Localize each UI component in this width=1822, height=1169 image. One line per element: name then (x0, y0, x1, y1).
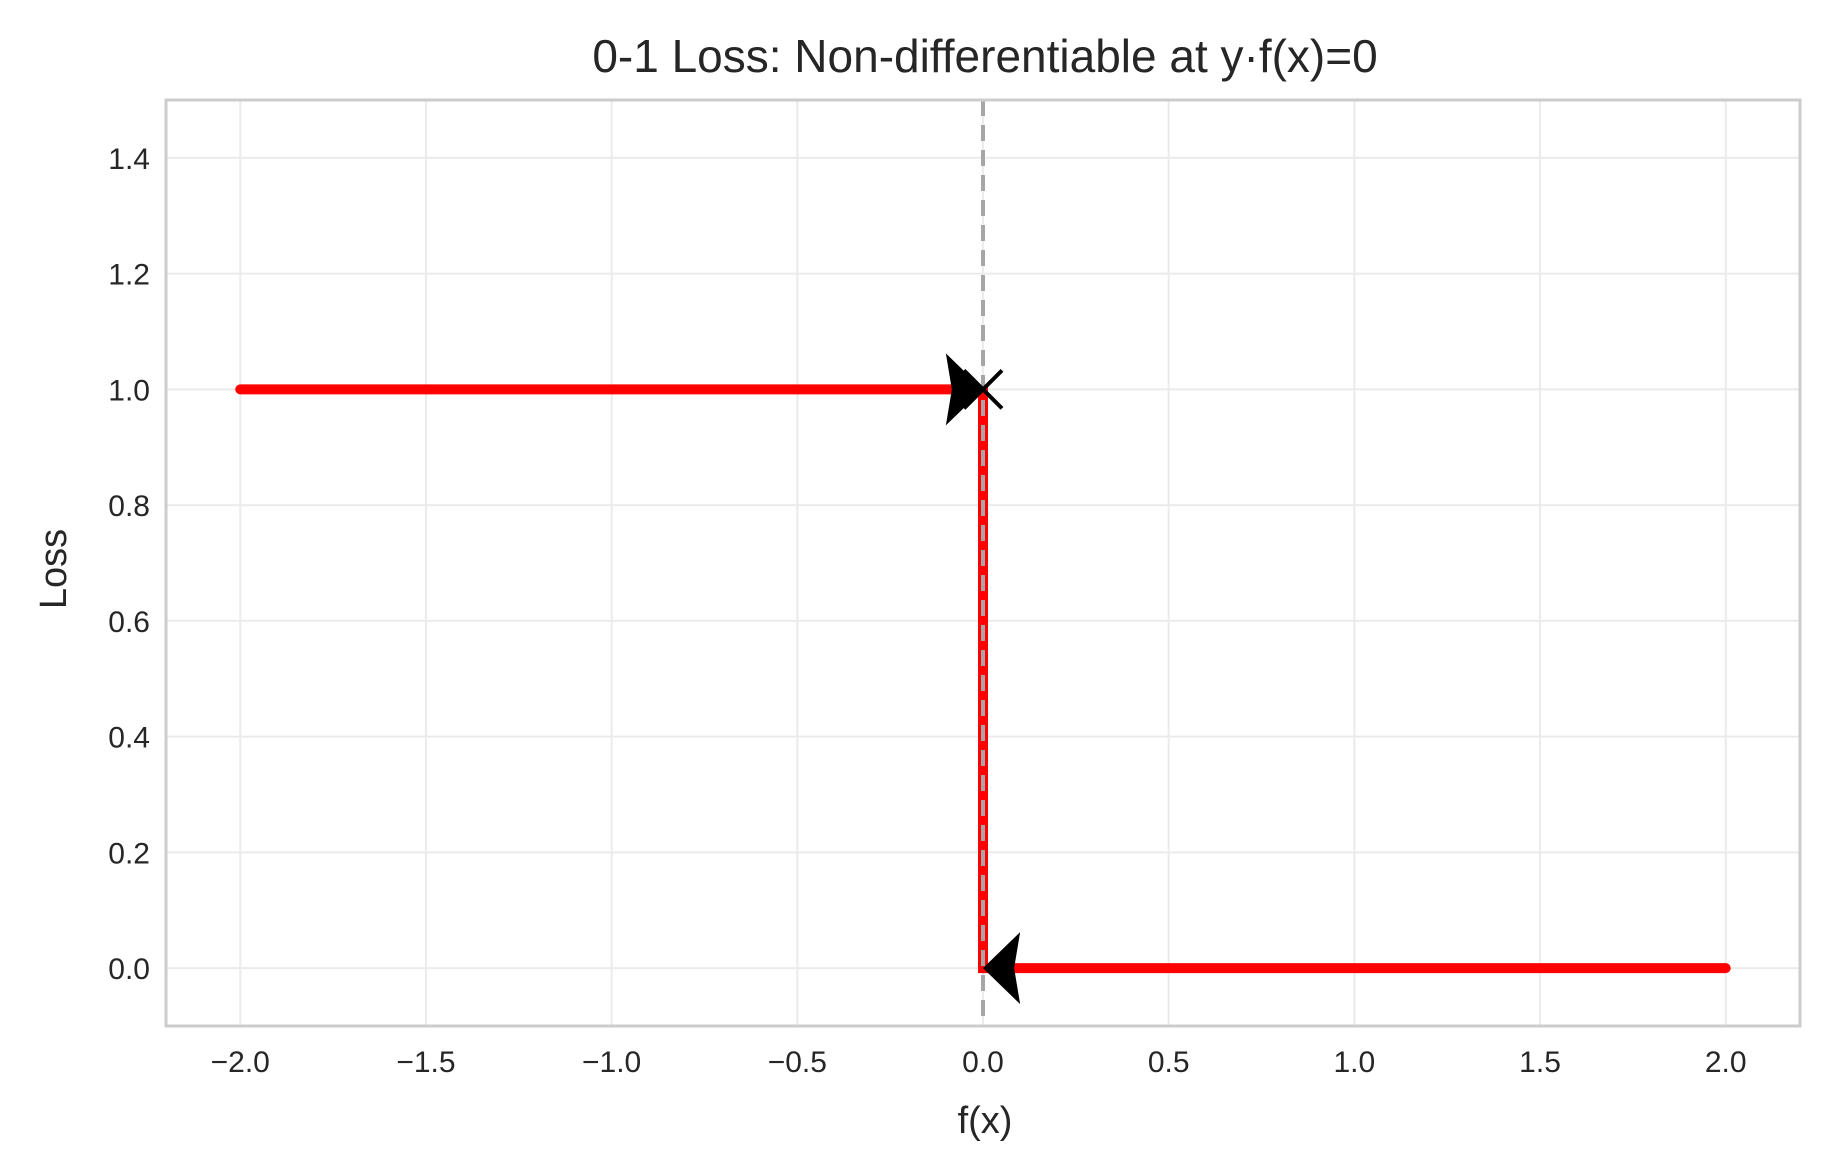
y-tick-label: 0.6 (108, 606, 150, 639)
x-tick-label: 1.5 (1519, 1046, 1561, 1079)
x-tick-label: 1.0 (1334, 1046, 1376, 1079)
plot-frame (164, 98, 1802, 1028)
x-axis-label: f(x) (958, 1100, 1013, 1142)
arrow-head-left (983, 932, 1021, 1005)
chart-title: 0-1 Loss: Non-differentiable at y·f(x)=0 (592, 30, 1377, 82)
x-axis-ticks: −2.0 −1.5 −1.0 −0.5 0.0 0.5 1.0 1.5 2.0 (211, 1046, 1747, 1079)
y-tick-label: 1.2 (108, 259, 150, 292)
x-tick-label: 0.0 (962, 1046, 1004, 1079)
y-tick-label: 0.4 (108, 722, 150, 755)
y-tick-label: 0.2 (108, 837, 150, 870)
x-tick-label: −2.0 (211, 1046, 270, 1079)
x-tick-label: 2.0 (1705, 1046, 1747, 1079)
y-tick-label: 1.4 (108, 143, 150, 176)
y-axis-label: Loss (33, 529, 75, 609)
y-axis-ticks: 0.0 0.2 0.4 0.6 0.8 1.0 1.2 1.4 (108, 143, 150, 986)
x-tick-label: −1.5 (396, 1046, 455, 1079)
arrow-head-right (945, 353, 983, 426)
y-tick-label: 0.0 (108, 953, 150, 986)
x-tick-label: −1.0 (582, 1046, 641, 1079)
y-tick-label: 1.0 (108, 374, 150, 407)
x-tick-label: 0.5 (1148, 1046, 1190, 1079)
annotation-layer (945, 353, 1021, 1005)
y-tick-label: 0.8 (108, 490, 150, 523)
x-tick-label: −0.5 (768, 1046, 827, 1079)
